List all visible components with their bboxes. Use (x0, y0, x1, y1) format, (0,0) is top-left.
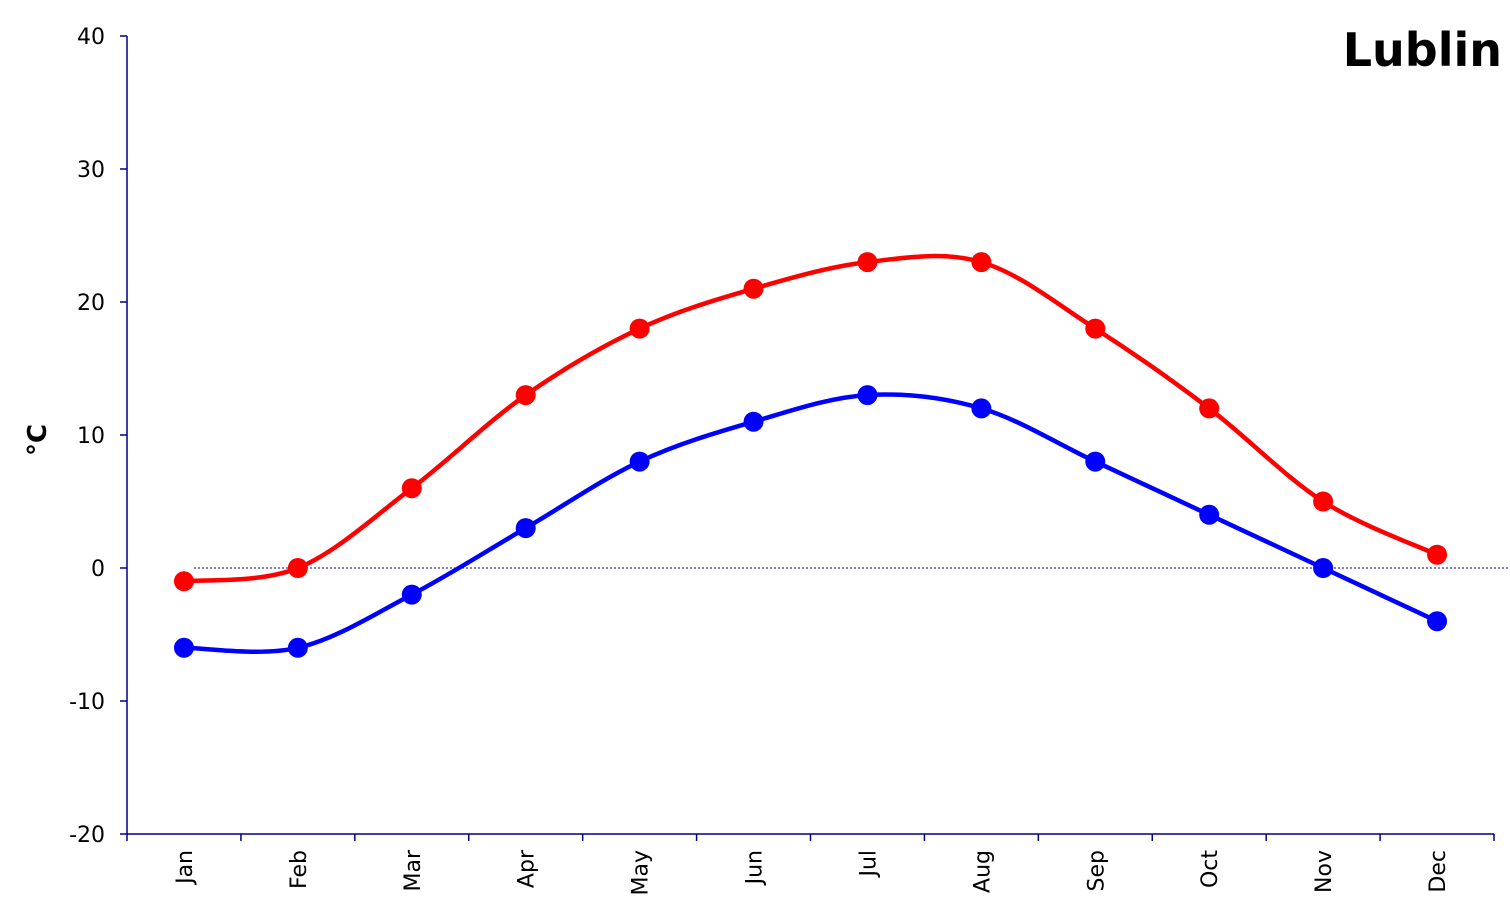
data-point (515, 518, 536, 539)
y-tick-label: 20 (77, 291, 105, 316)
x-tick-label: Dec (1426, 850, 1451, 893)
data-point (971, 252, 992, 273)
y-tick-label: 0 (91, 557, 105, 582)
data-point (857, 252, 878, 273)
data-point (401, 584, 422, 605)
data-point (1085, 451, 1106, 472)
y-tick-label: 40 (77, 25, 105, 50)
x-tick-label: Jul (856, 850, 881, 879)
chart-title: Lublin (1343, 23, 1502, 77)
y-axis-ticks: -20 -10 0 10 20 30 40 (69, 25, 127, 848)
y-tick-label: 30 (77, 158, 105, 183)
data-point (1313, 558, 1334, 578)
x-tick-label: Sep (1084, 850, 1109, 891)
y-tick-label: -20 (69, 823, 105, 848)
data-point (287, 637, 308, 658)
x-tick-label: Aug (970, 850, 995, 893)
series-layer (173, 252, 1448, 658)
x-axis-ticks: Jan Feb Mar Apr May Jun Jul Aug Sep Oct Nov Dec (126, 834, 1495, 895)
x-tick-label: Jan (173, 850, 198, 886)
data-point (1313, 491, 1334, 512)
data-point (1199, 504, 1220, 525)
series-1 (173, 252, 1448, 592)
series-2 (173, 385, 1448, 658)
data-point (1427, 544, 1448, 565)
x-tick-label: Feb (287, 850, 312, 889)
series-line (183, 392, 1438, 654)
y-tick-label: 10 (77, 424, 105, 449)
data-point (971, 398, 992, 419)
data-point (743, 411, 764, 432)
data-point (629, 451, 650, 472)
x-tick-label: May (629, 850, 654, 895)
x-tick-label: Mar (401, 849, 426, 891)
x-tick-label: Oct (1198, 850, 1223, 888)
data-point (857, 385, 878, 406)
x-tick-label: Nov (1312, 850, 1337, 893)
data-point (287, 558, 308, 578)
data-point (743, 278, 764, 299)
data-point (1427, 611, 1448, 632)
x-tick-label: Apr (515, 849, 540, 888)
data-point (515, 385, 536, 406)
data-point (173, 571, 194, 592)
x-tick-label: Jun (743, 850, 768, 886)
data-point (173, 637, 194, 658)
y-tick-label: -10 (69, 690, 105, 715)
y-axis-label: °C (23, 424, 53, 456)
data-point (401, 478, 422, 499)
data-point (1199, 398, 1220, 419)
data-point (629, 318, 650, 339)
data-point (1085, 318, 1106, 339)
axes (126, 36, 1494, 835)
